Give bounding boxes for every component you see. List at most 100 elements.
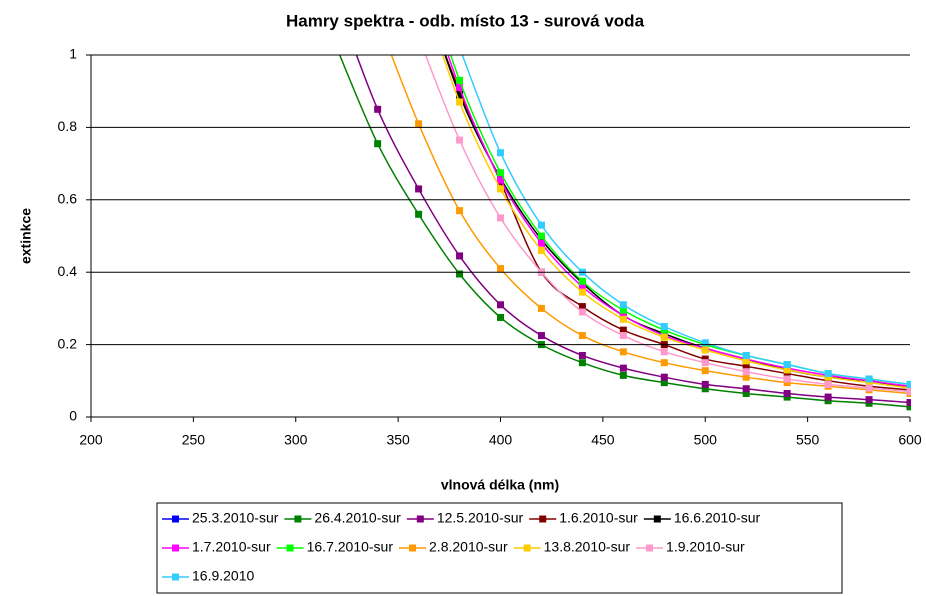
x-tick-label: 450 [591, 432, 615, 448]
legend-label: 1.7.2010-sur [192, 539, 271, 555]
marker [701, 359, 709, 367]
marker [660, 373, 668, 381]
y-tick-label: 0.8 [58, 118, 78, 134]
marker [415, 210, 423, 218]
series-line [390, 55, 911, 395]
marker [783, 370, 791, 378]
chart-title: Hamry spektra - odb. místo 13 - surová v… [286, 11, 645, 30]
marker [660, 326, 668, 334]
legend-label: 26.4.2010-sur [314, 510, 401, 526]
marker [783, 379, 791, 387]
marker [824, 370, 832, 378]
marker [619, 301, 627, 309]
x-tick-label: 550 [796, 432, 820, 448]
marker [537, 239, 545, 247]
marker [865, 396, 873, 404]
marker [333, 0, 340, 4]
x-tick-label: 200 [79, 432, 103, 448]
marker [660, 379, 668, 387]
marker [578, 351, 586, 359]
y-tick-label: 0.2 [58, 335, 78, 351]
marker [578, 288, 586, 296]
marker [619, 312, 627, 320]
marker [660, 323, 668, 330]
x-axis-label: vlnová délka (nm) [441, 477, 559, 493]
legend-item: 25.3.2010-sur [162, 510, 279, 526]
legend-label: 12.5.2010-sur [437, 510, 524, 526]
marker [497, 185, 504, 193]
marker [578, 277, 586, 285]
marker [742, 385, 750, 393]
marker [742, 362, 750, 370]
marker [619, 348, 627, 356]
marker [578, 332, 586, 340]
marker [497, 214, 504, 222]
marker [742, 357, 750, 365]
x-tick-label: 600 [898, 432, 922, 448]
marker [783, 393, 791, 401]
plot-area [333, 0, 911, 411]
marker [742, 373, 750, 381]
marker [701, 339, 709, 347]
legend-item: 1.7.2010-sur [162, 539, 271, 555]
marker [742, 389, 750, 397]
legend-item: 12.5.2010-sur [406, 510, 524, 526]
legend-label: 16.9.2010 [192, 568, 254, 584]
legend-marker [172, 573, 179, 581]
marker [783, 389, 791, 397]
marker [906, 388, 911, 396]
marker [537, 232, 545, 240]
marker [497, 265, 504, 273]
marker [537, 304, 545, 312]
marker [865, 375, 873, 383]
marker [537, 236, 545, 244]
marker [497, 301, 504, 309]
y-axis-label: extinkce [18, 208, 34, 264]
legend-item: 13.8.2010-sur [513, 539, 631, 555]
legend-item: 2.8.2010-sur [399, 539, 508, 555]
legend-marker [539, 515, 547, 523]
legend-item: 26.4.2010-sur [284, 510, 401, 526]
legend-marker [172, 515, 179, 523]
x-tick-label: 400 [489, 432, 513, 448]
marker [456, 76, 464, 84]
marker [783, 366, 791, 374]
legend-item: 16.7.2010-sur [276, 539, 393, 555]
marker [456, 207, 464, 215]
y-tick-label: 0.4 [58, 263, 78, 279]
legend-label: 1.6.2010-sur [559, 510, 638, 526]
series-line [355, 55, 911, 404]
legend-item: 1.9.2010-sur [636, 539, 745, 555]
marker [701, 385, 709, 393]
marker [333, 44, 340, 51]
marker [456, 98, 464, 106]
legend-label: 25.3.2010-sur [192, 510, 279, 526]
marker [824, 373, 832, 381]
x-tick-label: 500 [694, 432, 718, 448]
marker [619, 371, 627, 379]
y-tick-label: 1 [69, 46, 77, 62]
legend-marker [294, 515, 302, 523]
marker [374, 105, 382, 113]
legend-item: 16.9.2010 [162, 568, 254, 584]
legend-label: 13.8.2010-sur [544, 539, 631, 555]
marker [701, 380, 709, 388]
marker [660, 359, 668, 367]
marker [537, 221, 545, 229]
legend-item: 1.6.2010-sur [529, 510, 638, 526]
marker [824, 397, 832, 405]
legend-marker [523, 544, 531, 552]
marker [906, 399, 911, 407]
legend-marker [286, 544, 294, 552]
marker [742, 351, 750, 359]
marker [456, 252, 464, 260]
legend-marker [172, 544, 179, 552]
marker [374, 140, 382, 148]
x-tick-label: 300 [284, 432, 308, 448]
marker [701, 367, 709, 375]
marker [865, 399, 873, 407]
marker [619, 332, 627, 340]
marker [578, 308, 586, 316]
legend-marker [409, 544, 417, 552]
legend-marker [646, 544, 654, 552]
